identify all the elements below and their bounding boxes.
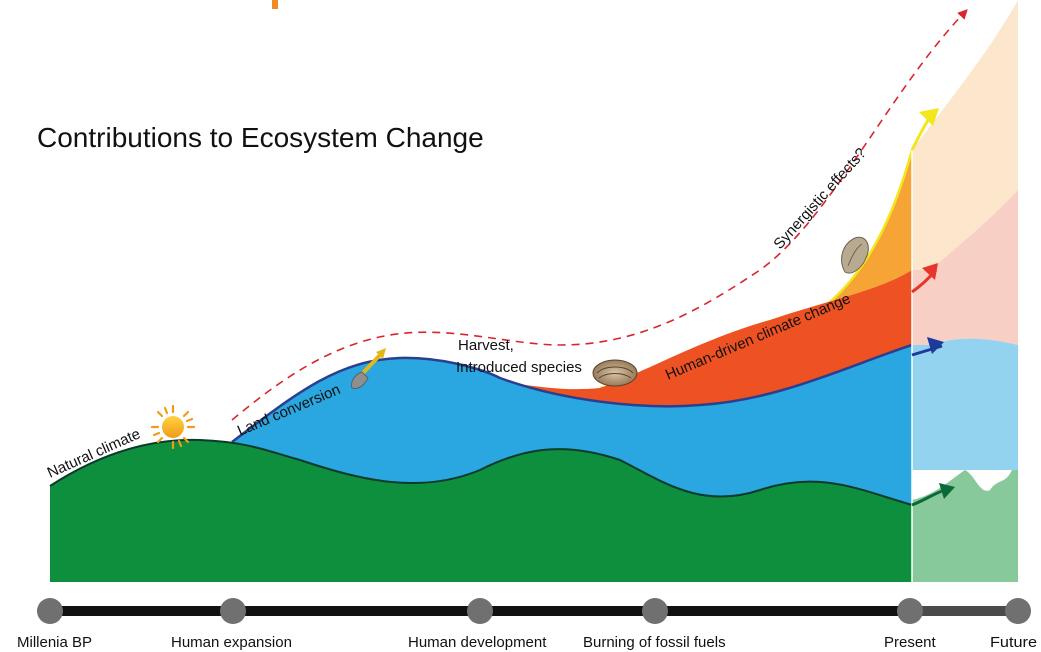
human-climate-future-arrowhead <box>919 108 939 126</box>
harvest-future-arrowhead <box>922 263 938 280</box>
timeline-label-millenia: Millenia BP <box>17 634 92 651</box>
timeline-label-future: Future <box>990 634 1037 651</box>
timeline-label-human-development: Human development <box>408 634 547 651</box>
accent-mark <box>272 0 278 9</box>
timeline-bar-future <box>912 606 1018 616</box>
future-harvest-area <box>912 190 1018 345</box>
harvest-area <box>450 270 912 406</box>
timeline-node-present <box>897 598 923 624</box>
future-natural-area <box>912 470 1018 582</box>
timeline-node-fossil-fuels <box>642 598 668 624</box>
timeline: Millenia BP Human expansion Human develo… <box>17 598 1037 651</box>
timeline-label-fossil-fuels: Burning of fossil fuels <box>583 634 726 651</box>
synergistic-dashed-curve <box>231 9 968 421</box>
timeline-node-human-development <box>467 598 493 624</box>
future-human-climate-area <box>912 0 1018 270</box>
harvest-label-line1: Harvest, <box>458 337 514 354</box>
natural-climate-edge <box>49 438 913 506</box>
harvest-label-line2: Introduced species <box>456 359 582 376</box>
synergistic-label: Synergistic effects? <box>770 145 869 253</box>
oyster-icon <box>841 236 869 274</box>
natural-climate-area <box>50 439 912 582</box>
land-conversion-area <box>232 345 912 505</box>
land-future-arrow <box>911 344 943 357</box>
shovel-icon <box>351 348 386 389</box>
diagram-title: Contributions to Ecosystem Change <box>37 122 484 153</box>
land-future-arrowhead <box>927 337 944 354</box>
natural-future-arrowhead <box>939 483 955 499</box>
sun-icon <box>150 404 196 450</box>
timeline-node-human-expansion <box>220 598 246 624</box>
timeline-label-present: Present <box>884 634 937 651</box>
timeline-node-future <box>1005 598 1031 624</box>
shell-icon <box>592 359 638 387</box>
future-land-area <box>912 338 1018 470</box>
timeline-label-human-expansion: Human expansion <box>171 634 292 651</box>
land-conversion-edge <box>231 343 913 443</box>
timeline-node-millenia <box>37 598 63 624</box>
